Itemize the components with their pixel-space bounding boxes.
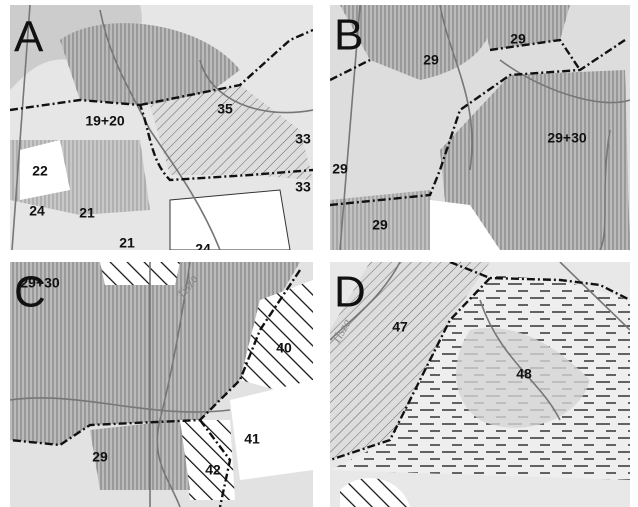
map-label: 24: [195, 241, 211, 257]
map-label: 41: [244, 431, 260, 447]
map-label: 42: [205, 462, 221, 478]
map-label: 29: [332, 161, 348, 177]
map-label: 22: [32, 163, 48, 179]
map-label: 47: [392, 319, 408, 335]
panel-a: A 19+20 35 33 33 22 24 21 21 24: [10, 5, 313, 257]
map-label: 24: [29, 203, 45, 219]
map-label: 33: [295, 179, 311, 195]
map-label: 21: [79, 205, 95, 221]
map-label: 29: [510, 31, 526, 47]
map-label: 33: [295, 131, 311, 147]
map-label: 29+30: [20, 275, 60, 291]
map-label: 29: [92, 449, 108, 465]
map-label: 40: [276, 340, 292, 356]
map-label: 35: [217, 101, 233, 117]
panel-c: C 29+30 Tisza 40 41 42 29: [10, 262, 313, 507]
map-label: 29: [423, 52, 439, 68]
panel-b: B 29 29 29+30 29 29: [330, 5, 630, 250]
map-label: 48: [516, 366, 532, 382]
map-label: 29+30: [547, 130, 587, 146]
panel-d: D Tisza 47 48: [328, 262, 630, 507]
panel-letter: D: [334, 268, 366, 317]
map-label: 29: [372, 217, 388, 233]
panel-letter: B: [334, 11, 363, 60]
zone: [170, 190, 290, 250]
map-figure: A 19+20 35 33 33 22 24 21 21 24 B 29 29 …: [0, 0, 638, 507]
panel-letter: A: [14, 13, 44, 62]
map-label: 21: [119, 235, 135, 251]
map-label: 19+20: [85, 113, 125, 129]
zone: [100, 262, 180, 285]
